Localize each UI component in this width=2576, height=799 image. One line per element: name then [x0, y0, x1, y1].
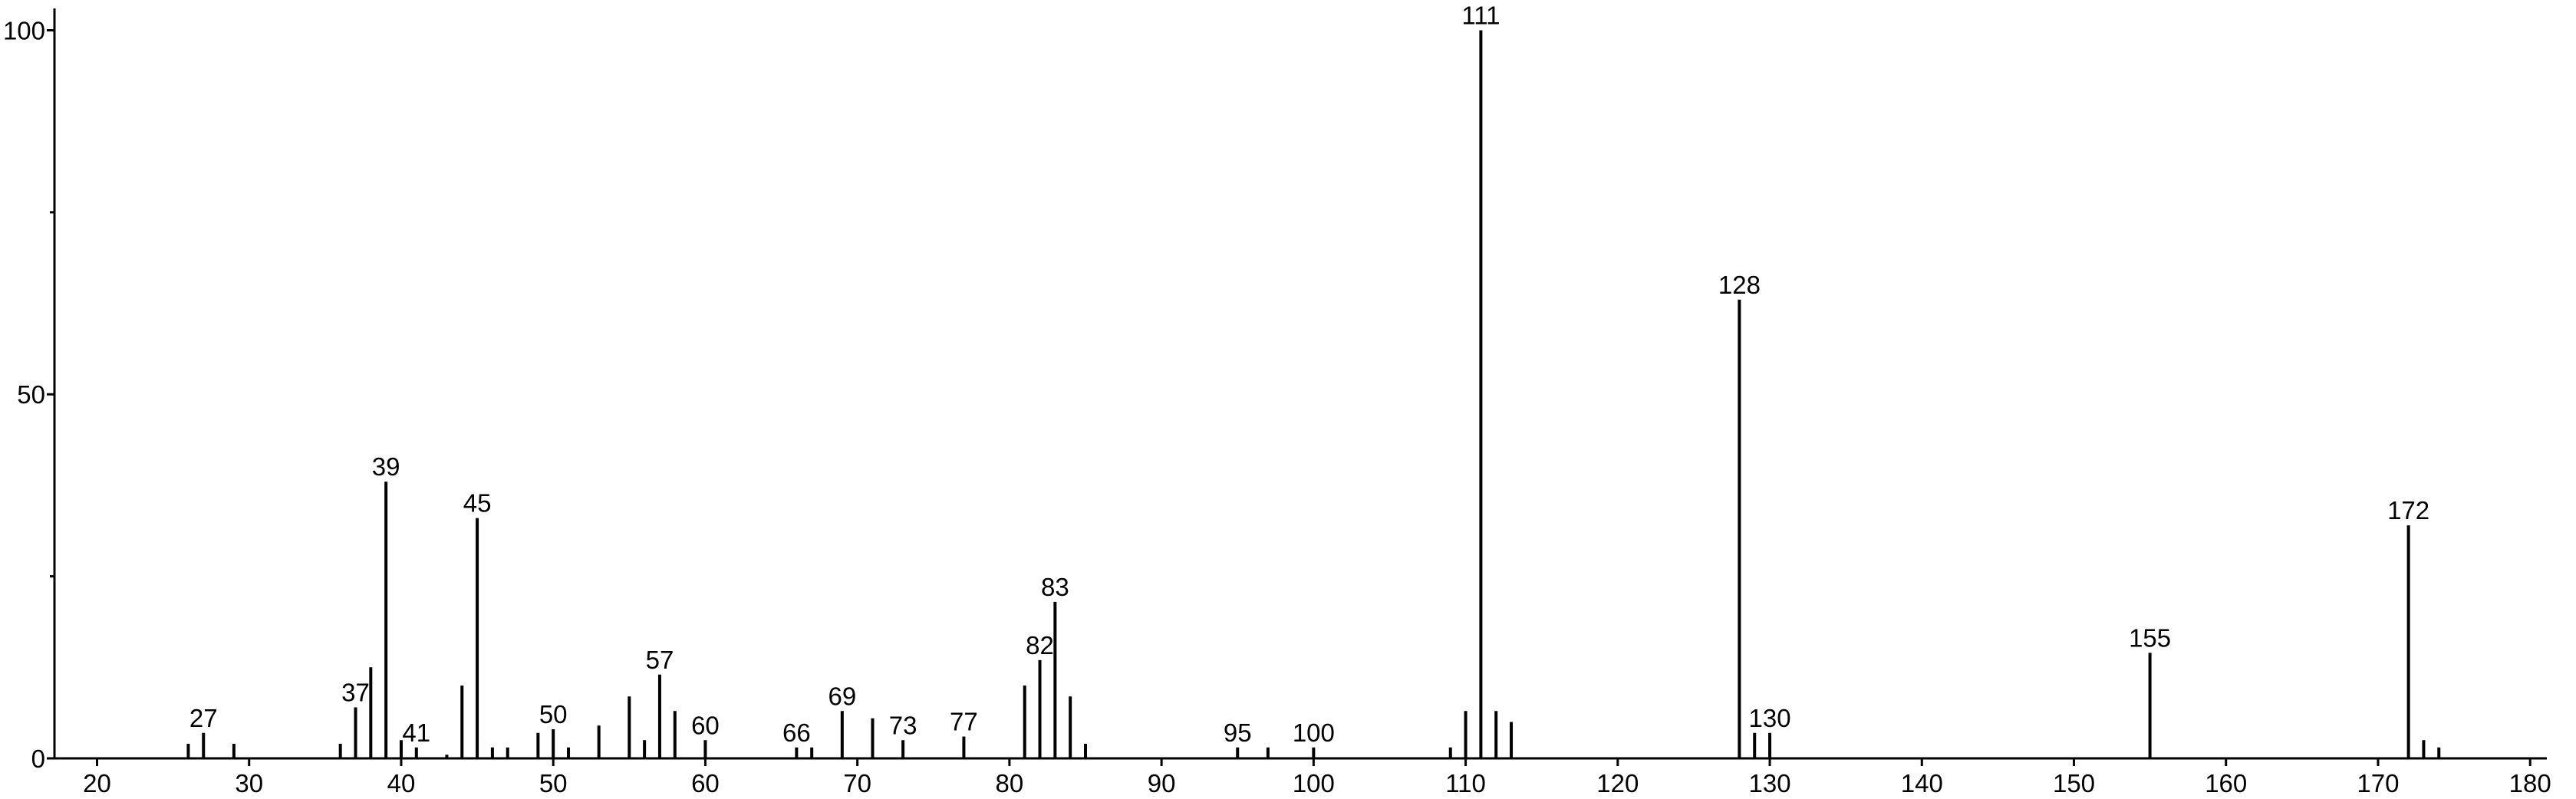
peak-label: 73	[889, 711, 917, 739]
peak-label: 66	[782, 718, 811, 747]
x-tick-label: 130	[1749, 769, 1791, 797]
x-tick-label: 110	[1445, 769, 1486, 797]
y-tick-label: 50	[17, 380, 45, 409]
x-tick-label: 70	[843, 769, 871, 797]
peak-label: 83	[1041, 573, 1069, 601]
peak-label: 45	[463, 489, 492, 518]
x-tick-label: 150	[2053, 769, 2095, 797]
peak-label: 172	[2387, 496, 2429, 524]
peak-label: 130	[1749, 704, 1791, 732]
peak-label: 60	[691, 711, 720, 739]
peak-label: 100	[1293, 718, 1335, 747]
peak-label: 37	[341, 679, 370, 707]
x-tick-label: 50	[539, 769, 568, 797]
peak-label: 50	[539, 700, 568, 728]
peak-label: 82	[1026, 631, 1054, 659]
x-tick-label: 120	[1596, 769, 1639, 797]
x-tick-label: 180	[2509, 769, 2551, 797]
peak-label: 128	[1718, 271, 1761, 299]
x-tick-label: 160	[2205, 769, 2247, 797]
x-tick-label: 40	[387, 769, 416, 797]
x-tick-label: 90	[1148, 769, 1176, 797]
peak-label: 27	[189, 704, 218, 732]
peak-label: 77	[950, 708, 978, 736]
x-tick-label: 30	[235, 769, 263, 797]
x-tick-label: 60	[691, 769, 720, 797]
peak-label: 41	[402, 718, 430, 747]
peak-label: 155	[2129, 623, 2171, 652]
y-tick-label: 100	[3, 16, 45, 44]
peak-label: 95	[1224, 718, 1252, 747]
peak-label: 39	[372, 452, 400, 481]
x-tick-label: 140	[1901, 769, 1943, 797]
peak-label: 57	[646, 646, 674, 674]
x-tick-label: 170	[2357, 769, 2399, 797]
y-tick-label: 0	[31, 745, 45, 773]
x-tick-label: 100	[1293, 769, 1335, 797]
x-tick-label: 20	[83, 769, 111, 797]
peak-label: 111	[1461, 1, 1500, 29]
peak-label: 69	[828, 682, 856, 710]
x-tick-label: 80	[996, 769, 1024, 797]
